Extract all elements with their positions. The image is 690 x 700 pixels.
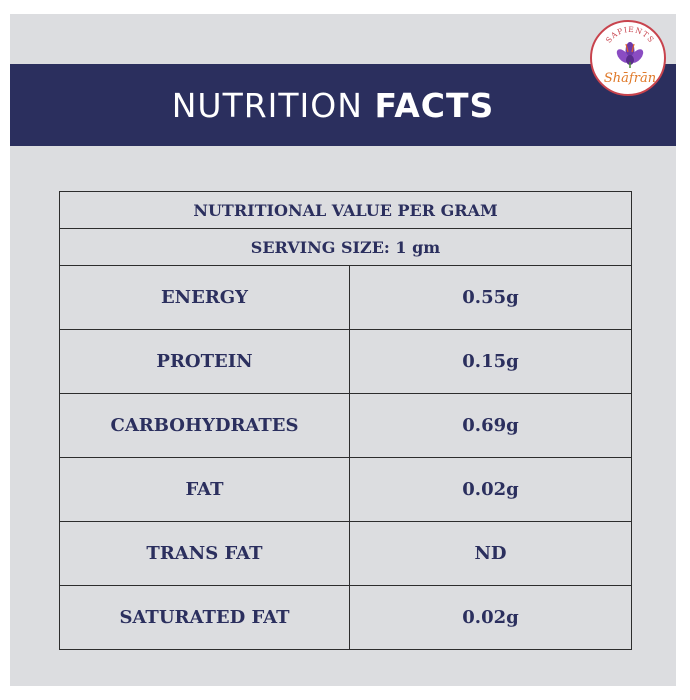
logo-brand-text: Shāfrān (604, 71, 656, 86)
table-row: CARBOHYDRATES 0.69g (59, 393, 632, 458)
nutrient-name: ENERGY (59, 265, 350, 330)
nutrient-value: 0.15g (349, 329, 632, 394)
nutrient-name: TRANS FAT (59, 521, 350, 586)
serving-size: SERVING SIZE: 1 gm (59, 228, 632, 266)
table-row: PROTEIN 0.15g (59, 329, 632, 394)
page-title: NUTRITION FACTS (172, 86, 495, 125)
table-heading-row: NUTRITIONAL VALUE PER GRAM (59, 191, 632, 229)
nutrient-name: CARBOHYDRATES (59, 393, 350, 458)
table-row: SATURATED FAT 0.02g (59, 585, 632, 650)
brand-logo: SAPIENTS Shāfrān (590, 20, 666, 96)
nutrient-name: SATURATED FAT (59, 585, 350, 650)
title-light-word: NUTRITION (171, 85, 363, 125)
title-banner: NUTRITION FACTS (10, 64, 676, 146)
table-heading: NUTRITIONAL VALUE PER GRAM (59, 191, 632, 229)
nutrient-value: 0.55g (349, 265, 632, 330)
nutrient-name: FAT (59, 457, 350, 522)
title-bold-word: FACTS (374, 85, 495, 125)
nutrient-value: 0.69g (349, 393, 632, 458)
flower-petals (616, 42, 644, 68)
nutrient-value: 0.02g (349, 585, 632, 650)
table-row: TRANS FAT ND (59, 521, 632, 586)
serving-size-row: SERVING SIZE: 1 gm (59, 228, 632, 266)
nutrition-table: NUTRITIONAL VALUE PER GRAM SERVING SIZE:… (59, 191, 632, 650)
nutrient-value: ND (349, 521, 632, 586)
nutrient-value: 0.02g (349, 457, 632, 522)
table-row: FAT 0.02g (59, 457, 632, 522)
svg-text:SAPIENTS: SAPIENTS (604, 25, 656, 45)
logo-top-text: SAPIENTS (604, 25, 655, 45)
table-row: ENERGY 0.55g (59, 265, 632, 330)
nutrient-name: PROTEIN (59, 329, 350, 394)
saffron-flower-icon: SAPIENTS Shāfrān (604, 25, 656, 86)
